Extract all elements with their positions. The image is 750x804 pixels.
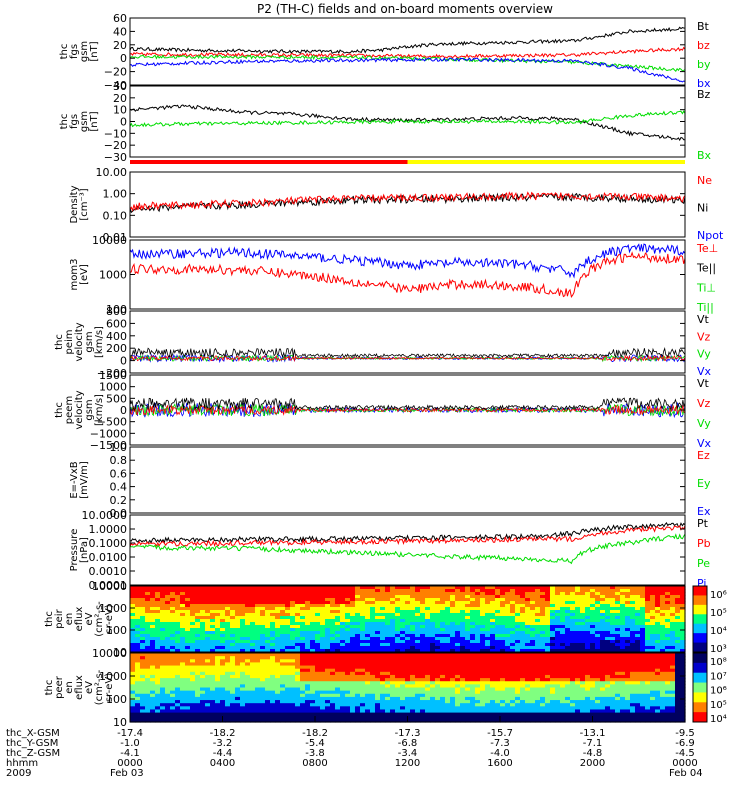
- y-tick-label: 1.0000: [89, 523, 128, 536]
- panel-frame: [130, 311, 685, 373]
- y-tick-label: 0.2: [110, 494, 128, 507]
- colorbar-tick-label: 10⁵: [710, 608, 727, 619]
- legend-entry: Ne: [697, 174, 712, 187]
- y-tick-label: 200: [106, 342, 127, 355]
- legend-entry: Bx: [697, 149, 712, 162]
- panel-frame: [130, 515, 685, 585]
- y-tick-label: 600: [106, 317, 127, 330]
- y-axis-label: sr-eV): [104, 604, 115, 633]
- y-axis-label: [km/s]: [94, 394, 105, 426]
- legend-entry: Pe: [697, 557, 710, 570]
- colorbar-segment: [693, 643, 707, 653]
- legend-entry: Ez: [697, 449, 710, 462]
- legend-entry: Bz: [697, 88, 711, 101]
- panel-frame: [130, 447, 685, 513]
- legend-entry: Ey: [697, 477, 711, 490]
- y-tick-label: 1.0: [110, 441, 128, 454]
- y-tick-label: 10000: [92, 580, 127, 593]
- y-axis-label: [eV]: [79, 264, 90, 285]
- y-tick-label: 800: [106, 305, 127, 318]
- legend-entry: Vy: [697, 417, 711, 430]
- colorbar-segment: [693, 624, 707, 634]
- colorbar-segment: [693, 605, 707, 615]
- y-tick-label: 0.10: [103, 209, 128, 222]
- legend-entry: Vz: [697, 397, 711, 410]
- series-bt: [130, 27, 685, 53]
- y-tick-label: 0.6: [110, 467, 128, 480]
- y-tick-label: 0.0100: [89, 551, 128, 564]
- legend-entry: Vy: [697, 348, 711, 361]
- y-tick-label: 0.4: [110, 481, 128, 494]
- legend-entry: Ni: [697, 202, 708, 215]
- y-tick-label: 60: [113, 12, 127, 25]
- y-tick-label: 400: [106, 330, 127, 343]
- y-tick-label: 20: [113, 39, 127, 52]
- legend-entry: Npot: [697, 229, 724, 242]
- legend-entry: Vt: [697, 313, 710, 326]
- y-tick-label: 0: [120, 52, 127, 65]
- panel-frame: [130, 18, 685, 85]
- colorbar-tick-label: 10³: [710, 644, 727, 655]
- legend-entry: Ti⊥: [696, 281, 716, 294]
- y-axis-label: [mV/m]: [79, 461, 90, 499]
- y-tick-label: 10.0000: [82, 509, 128, 522]
- y-axis-label: [cm⁻³]: [79, 188, 90, 220]
- series-te: [130, 253, 685, 297]
- series-bz: [130, 48, 685, 58]
- legend-entry: Vt: [697, 377, 710, 390]
- y-tick-label: 0.0010: [89, 565, 128, 578]
- legend-entry: Bt: [697, 20, 710, 33]
- y-axis-label: [nT]: [89, 111, 100, 131]
- y-axis-label: [km/s]: [94, 326, 105, 358]
- colorbar-segment: [693, 614, 707, 624]
- colorbar-segment: [693, 586, 707, 596]
- y-tick-label: 1.00: [103, 188, 128, 201]
- legend-entry: Pt: [697, 517, 709, 530]
- series-bx: [130, 58, 685, 82]
- y-tick-label: −20: [104, 66, 127, 79]
- y-tick-label: 0.8: [110, 454, 128, 467]
- y-tick-label: −30: [104, 151, 127, 164]
- y-tick-label: 1000: [99, 269, 127, 282]
- y-tick-label: 40: [113, 25, 127, 38]
- y-tick-label: 0.1000: [89, 537, 128, 550]
- colorbar-segment: [693, 595, 707, 605]
- legend-entry: by: [697, 58, 711, 71]
- series-pt: [130, 523, 685, 543]
- y-axis-label: [nPa]: [79, 537, 90, 563]
- velocity-trace: [130, 348, 685, 357]
- y-axis-label: [nT]: [89, 41, 100, 61]
- legend-entry: Pb: [697, 537, 711, 550]
- legend-entry: Te⊥: [696, 242, 718, 255]
- legend-entry: Vz: [697, 330, 711, 343]
- legend-entry: Te||: [696, 262, 716, 275]
- panel-frame: [130, 240, 685, 309]
- series-bx: [130, 111, 685, 126]
- colorbar-tick-label: 10⁶: [710, 590, 727, 601]
- colorbar-tick-label: 10⁴: [710, 626, 727, 637]
- panel-pressure: 10.00001.00000.10000.01000.00100.0001Pre…: [69, 509, 711, 592]
- colorbar-segment: [693, 633, 707, 643]
- legend-entry: bz: [697, 39, 710, 52]
- plot-title: P2 (TH-C) fields and on-board moments ov…: [257, 2, 553, 16]
- y-tick-label: 10000: [92, 234, 127, 247]
- series-ti: [130, 244, 685, 277]
- y-tick-label: 0: [120, 355, 127, 368]
- y-tick-label: 10.00: [96, 166, 128, 179]
